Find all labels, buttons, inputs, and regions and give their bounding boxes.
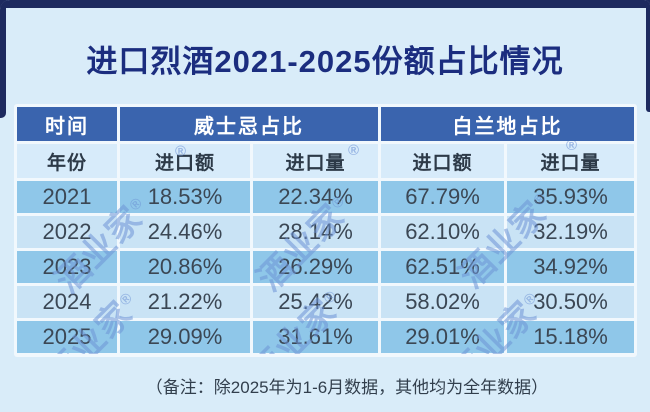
value-cell: 58.02% [381,286,504,318]
subheader-whisky-value: 进口额 [120,144,250,178]
value-cell: 67.79% [381,181,504,213]
value-cell: 29.01% [381,321,504,353]
year-cell: 2025 [17,321,117,353]
value-cell: 32.19% [507,216,634,248]
year-cell: 2024 [17,286,117,318]
value-cell: 28.14% [253,216,378,248]
value-cell: 20.86% [120,251,250,283]
subheader-brandy-value: 进口额 [381,144,504,178]
value-cell: 25.42% [253,286,378,318]
page-title: 进口烈酒2021-2025份额占比情况 [86,44,564,79]
value-cell: 62.51% [381,251,504,283]
subheader-whisky-volume: 进口量 [253,144,378,178]
year-cell: 2023 [17,251,117,283]
value-cell: 35.93% [507,181,634,213]
footnote: （备注：除2025年为1-6月数据，其他均为全年数据） [145,378,549,397]
value-cell: 31.61% [253,321,378,353]
header-time: 时间 [17,107,117,141]
value-cell: 34.92% [507,251,634,283]
header-whisky: 威士忌占比 [120,107,378,141]
year-cell: 2021 [17,181,117,213]
frame-left-edge [0,0,6,118]
value-cell: 21.22% [120,286,250,318]
value-cell: 22.34% [253,181,378,213]
value-cell: 26.29% [253,251,378,283]
year-cell: 2022 [17,216,117,248]
value-cell: 24.46% [120,216,250,248]
share-table: 时间 威士忌占比 白兰地占比 年份 进口额 进口量 进口额 进口量 2021 1… [14,104,637,357]
value-cell: 15.18% [507,321,634,353]
value-cell: 29.09% [120,321,250,353]
subheader-brandy-volume: 进口量 [507,144,634,178]
header-brandy: 白兰地占比 [381,107,634,141]
value-cell: 18.53% [120,181,250,213]
subheader-year: 年份 [17,144,117,178]
frame-right-edge [646,0,650,112]
frame-top-edge [0,0,650,8]
value-cell: 30.50% [507,286,634,318]
value-cell: 62.10% [381,216,504,248]
